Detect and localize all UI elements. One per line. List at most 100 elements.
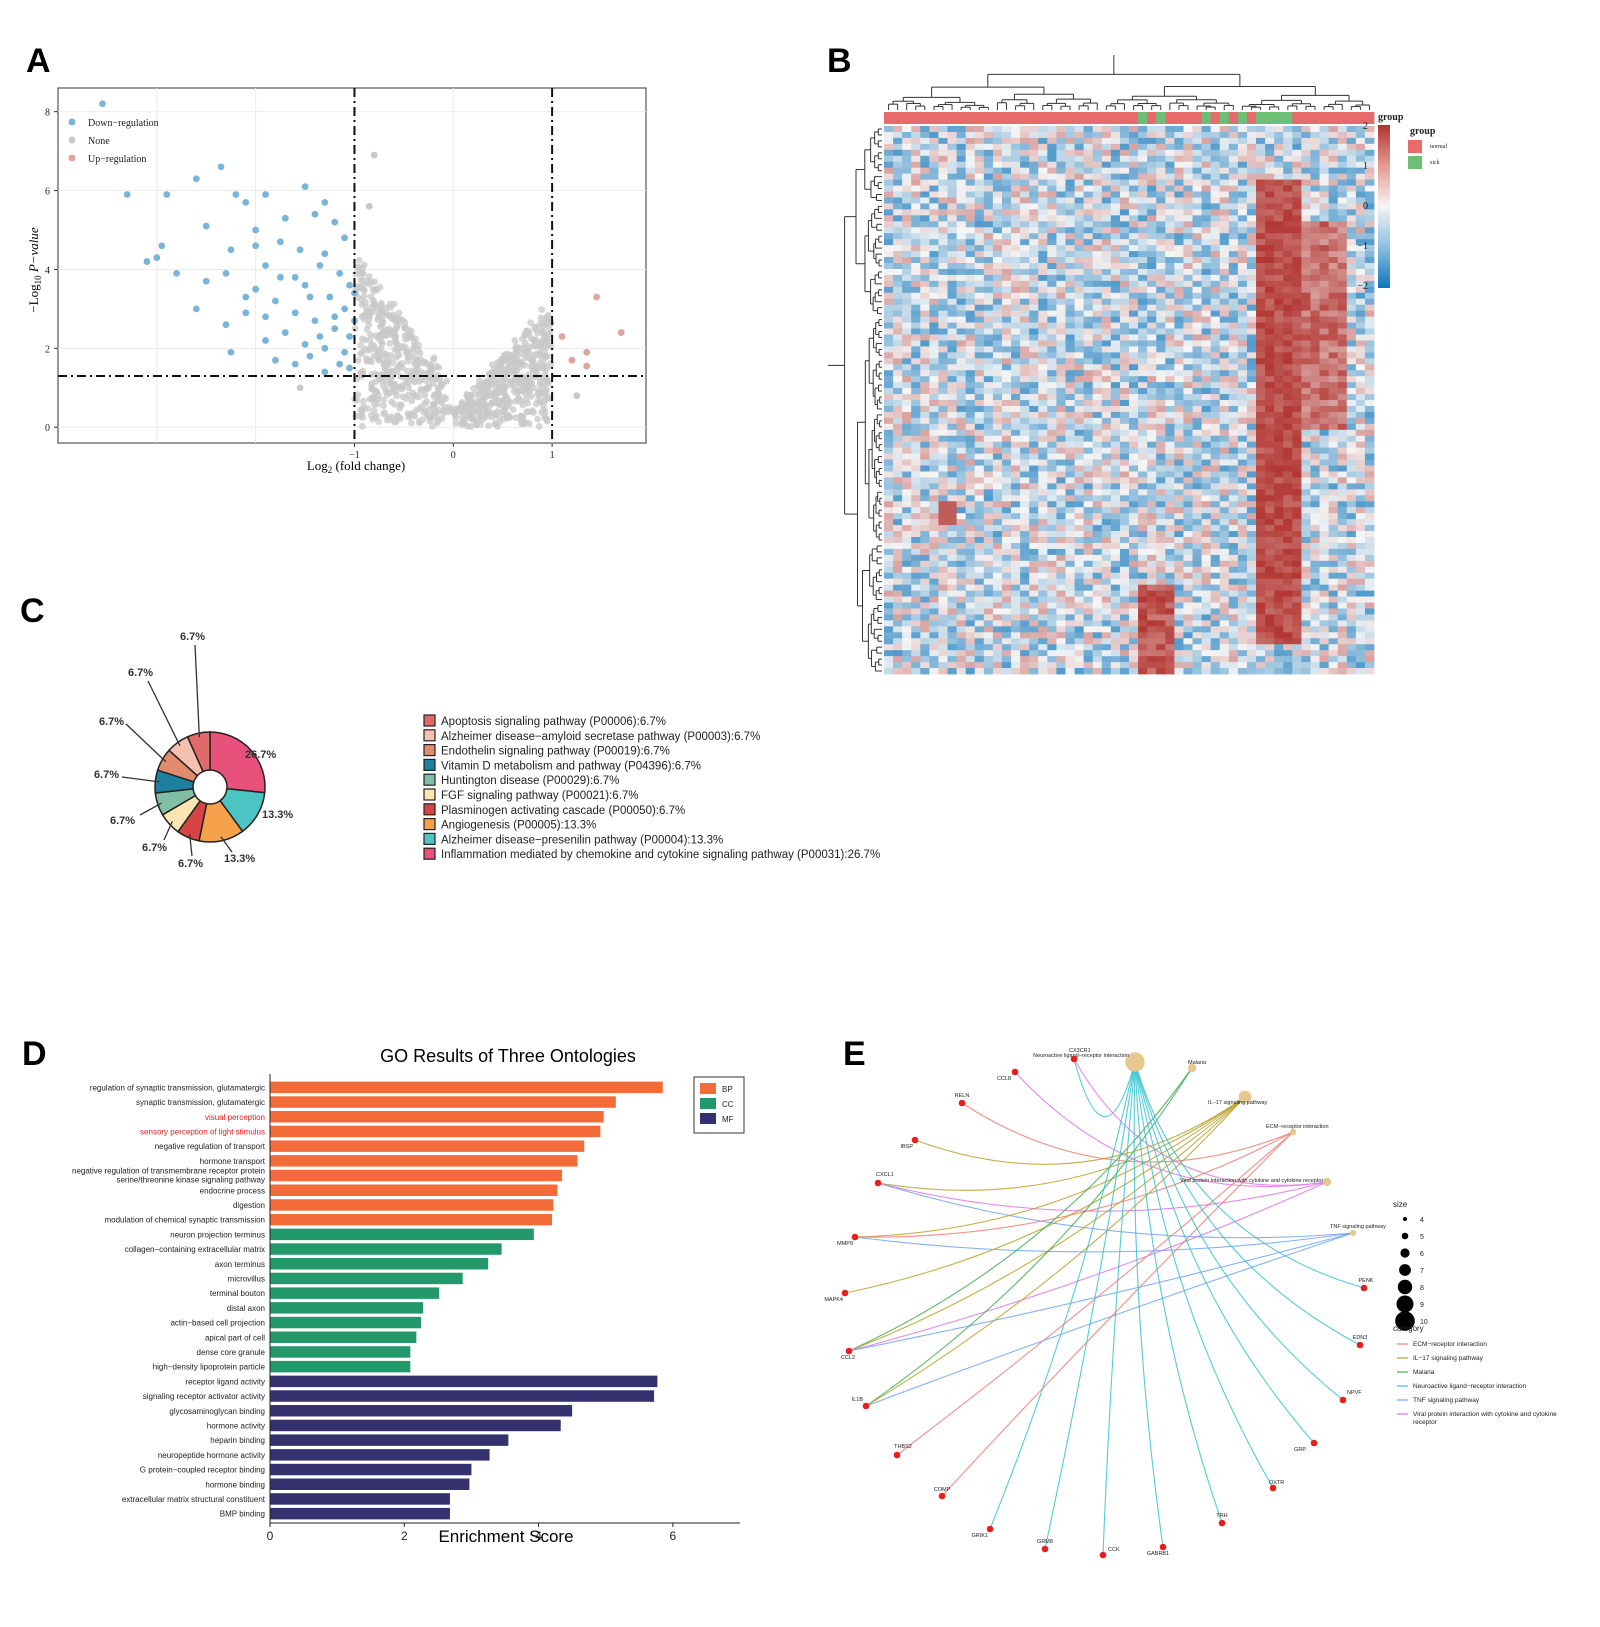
heatmap-cell	[1301, 280, 1311, 288]
heatmap-cell	[1165, 358, 1175, 365]
heatmap-cell	[1265, 221, 1275, 228]
volcano-point-none	[370, 407, 378, 414]
heatmap-cell	[1246, 489, 1257, 496]
heatmap-cell	[920, 400, 930, 407]
heatmap-cell	[1110, 459, 1121, 466]
volcano-point-down	[321, 368, 329, 376]
heatmap-cell	[1083, 447, 1094, 455]
heatmap-cell	[1065, 173, 1075, 181]
heatmap-cell	[947, 155, 957, 163]
heatmap-cell	[1328, 245, 1339, 252]
heatmap-cell	[1201, 245, 1212, 252]
heatmap-cell	[911, 161, 921, 169]
heatmap-cell	[1355, 441, 1366, 449]
heatmap-cell	[884, 376, 894, 383]
heatmap-cell	[1074, 197, 1085, 204]
heatmap-cell	[1355, 185, 1366, 192]
heatmap-cell	[1355, 417, 1366, 425]
heatmap-cell	[1156, 209, 1166, 216]
volcano-point-down	[158, 242, 166, 250]
heatmap-cell	[983, 126, 994, 133]
heatmap-cell	[1110, 346, 1121, 353]
heatmap-cell	[893, 316, 903, 323]
heatmap-cell	[1210, 489, 1221, 496]
heatmap-cell	[1147, 334, 1157, 341]
heatmap-cell	[1328, 286, 1339, 294]
heatmap-cell	[1165, 477, 1175, 484]
heatmap-cell	[1228, 435, 1239, 443]
heatmap-cell	[1246, 155, 1257, 163]
heatmap-cell	[1219, 149, 1230, 157]
heatmap-cell	[1156, 203, 1166, 210]
heatmap-cell	[1029, 441, 1039, 449]
heatmap-cell	[1047, 161, 1057, 169]
heatmap-cell	[1001, 131, 1012, 139]
heatmap-cell	[911, 495, 921, 502]
heatmap-cell	[929, 167, 939, 175]
heatmap-cell	[902, 203, 912, 210]
heatmap-cell	[1001, 388, 1012, 395]
heatmap-cell	[1346, 179, 1357, 186]
heatmap-cell	[1192, 268, 1202, 276]
heatmap-cell	[1110, 334, 1121, 341]
heatmap-cell	[965, 179, 976, 186]
heatmap-cell	[1301, 316, 1311, 323]
volcano-point-none	[358, 409, 366, 417]
heatmap-annotation-cell	[1047, 112, 1057, 124]
heatmap-cell	[965, 340, 976, 347]
heatmap-cell	[992, 316, 1003, 323]
heatmap-cell	[1056, 429, 1066, 437]
heatmap-cell	[1147, 263, 1157, 270]
heatmap-cell	[938, 185, 948, 192]
heatmap-cell	[929, 465, 939, 472]
heatmap-cell	[1355, 334, 1366, 341]
heatmap-cell	[1011, 197, 1021, 204]
heatmap-cell	[1092, 298, 1103, 306]
heatmap-cell	[965, 471, 976, 478]
heatmap-cell	[929, 364, 939, 371]
heatmap-cell	[1174, 328, 1184, 335]
heatmap-cell	[947, 334, 957, 341]
heatmap-cell	[947, 459, 957, 466]
heatmap-cell	[1129, 471, 1139, 478]
heatmap-cell	[1319, 126, 1330, 133]
volcano-legend-label: Up−regulation	[88, 154, 146, 165]
heatmap-cell	[1056, 459, 1066, 466]
heatmap-cell	[1101, 400, 1112, 407]
heatmap-cell	[1210, 167, 1221, 175]
heatmap-cell	[1101, 280, 1112, 288]
heatmap-cell	[884, 161, 894, 169]
heatmap-cell	[1319, 173, 1330, 181]
heatmap-cell	[1110, 203, 1121, 210]
heatmap-cell	[1319, 394, 1330, 401]
heatmap-cell	[1337, 423, 1348, 431]
volcano-point-none	[379, 319, 386, 327]
heatmap-cell	[1065, 316, 1075, 323]
heatmap-cell	[1310, 215, 1320, 222]
heatmap-cell	[1101, 447, 1112, 455]
heatmap-cell	[1047, 364, 1057, 371]
heatmap-cell	[1119, 405, 1130, 413]
heatmap-cell	[1020, 465, 1030, 472]
heatmap-cell	[929, 251, 939, 258]
heatmap-cell	[1192, 143, 1202, 151]
heatmap-cell	[1201, 185, 1212, 192]
heatmap-cell	[1101, 203, 1112, 210]
heatmap-cell	[1056, 322, 1066, 329]
heatmap-cell	[1029, 280, 1039, 288]
heatmap-cell	[1237, 263, 1248, 270]
heatmap-cell	[974, 417, 985, 425]
heatmap-cell	[920, 352, 930, 359]
heatmap-cell	[920, 215, 930, 222]
heatmap-cell	[1011, 155, 1021, 163]
heatmap-cell	[1183, 298, 1193, 306]
heatmap-cell	[1138, 423, 1148, 431]
heatmap-cell	[1319, 233, 1330, 240]
volcano-point-down	[321, 250, 329, 258]
heatmap-cell	[1129, 340, 1139, 347]
heatmap-cell	[1110, 292, 1121, 300]
heatmap-cell	[1020, 388, 1030, 395]
heatmap-cell	[956, 245, 967, 252]
heatmap-cell	[1020, 394, 1030, 401]
heatmap-cell	[1292, 358, 1302, 365]
